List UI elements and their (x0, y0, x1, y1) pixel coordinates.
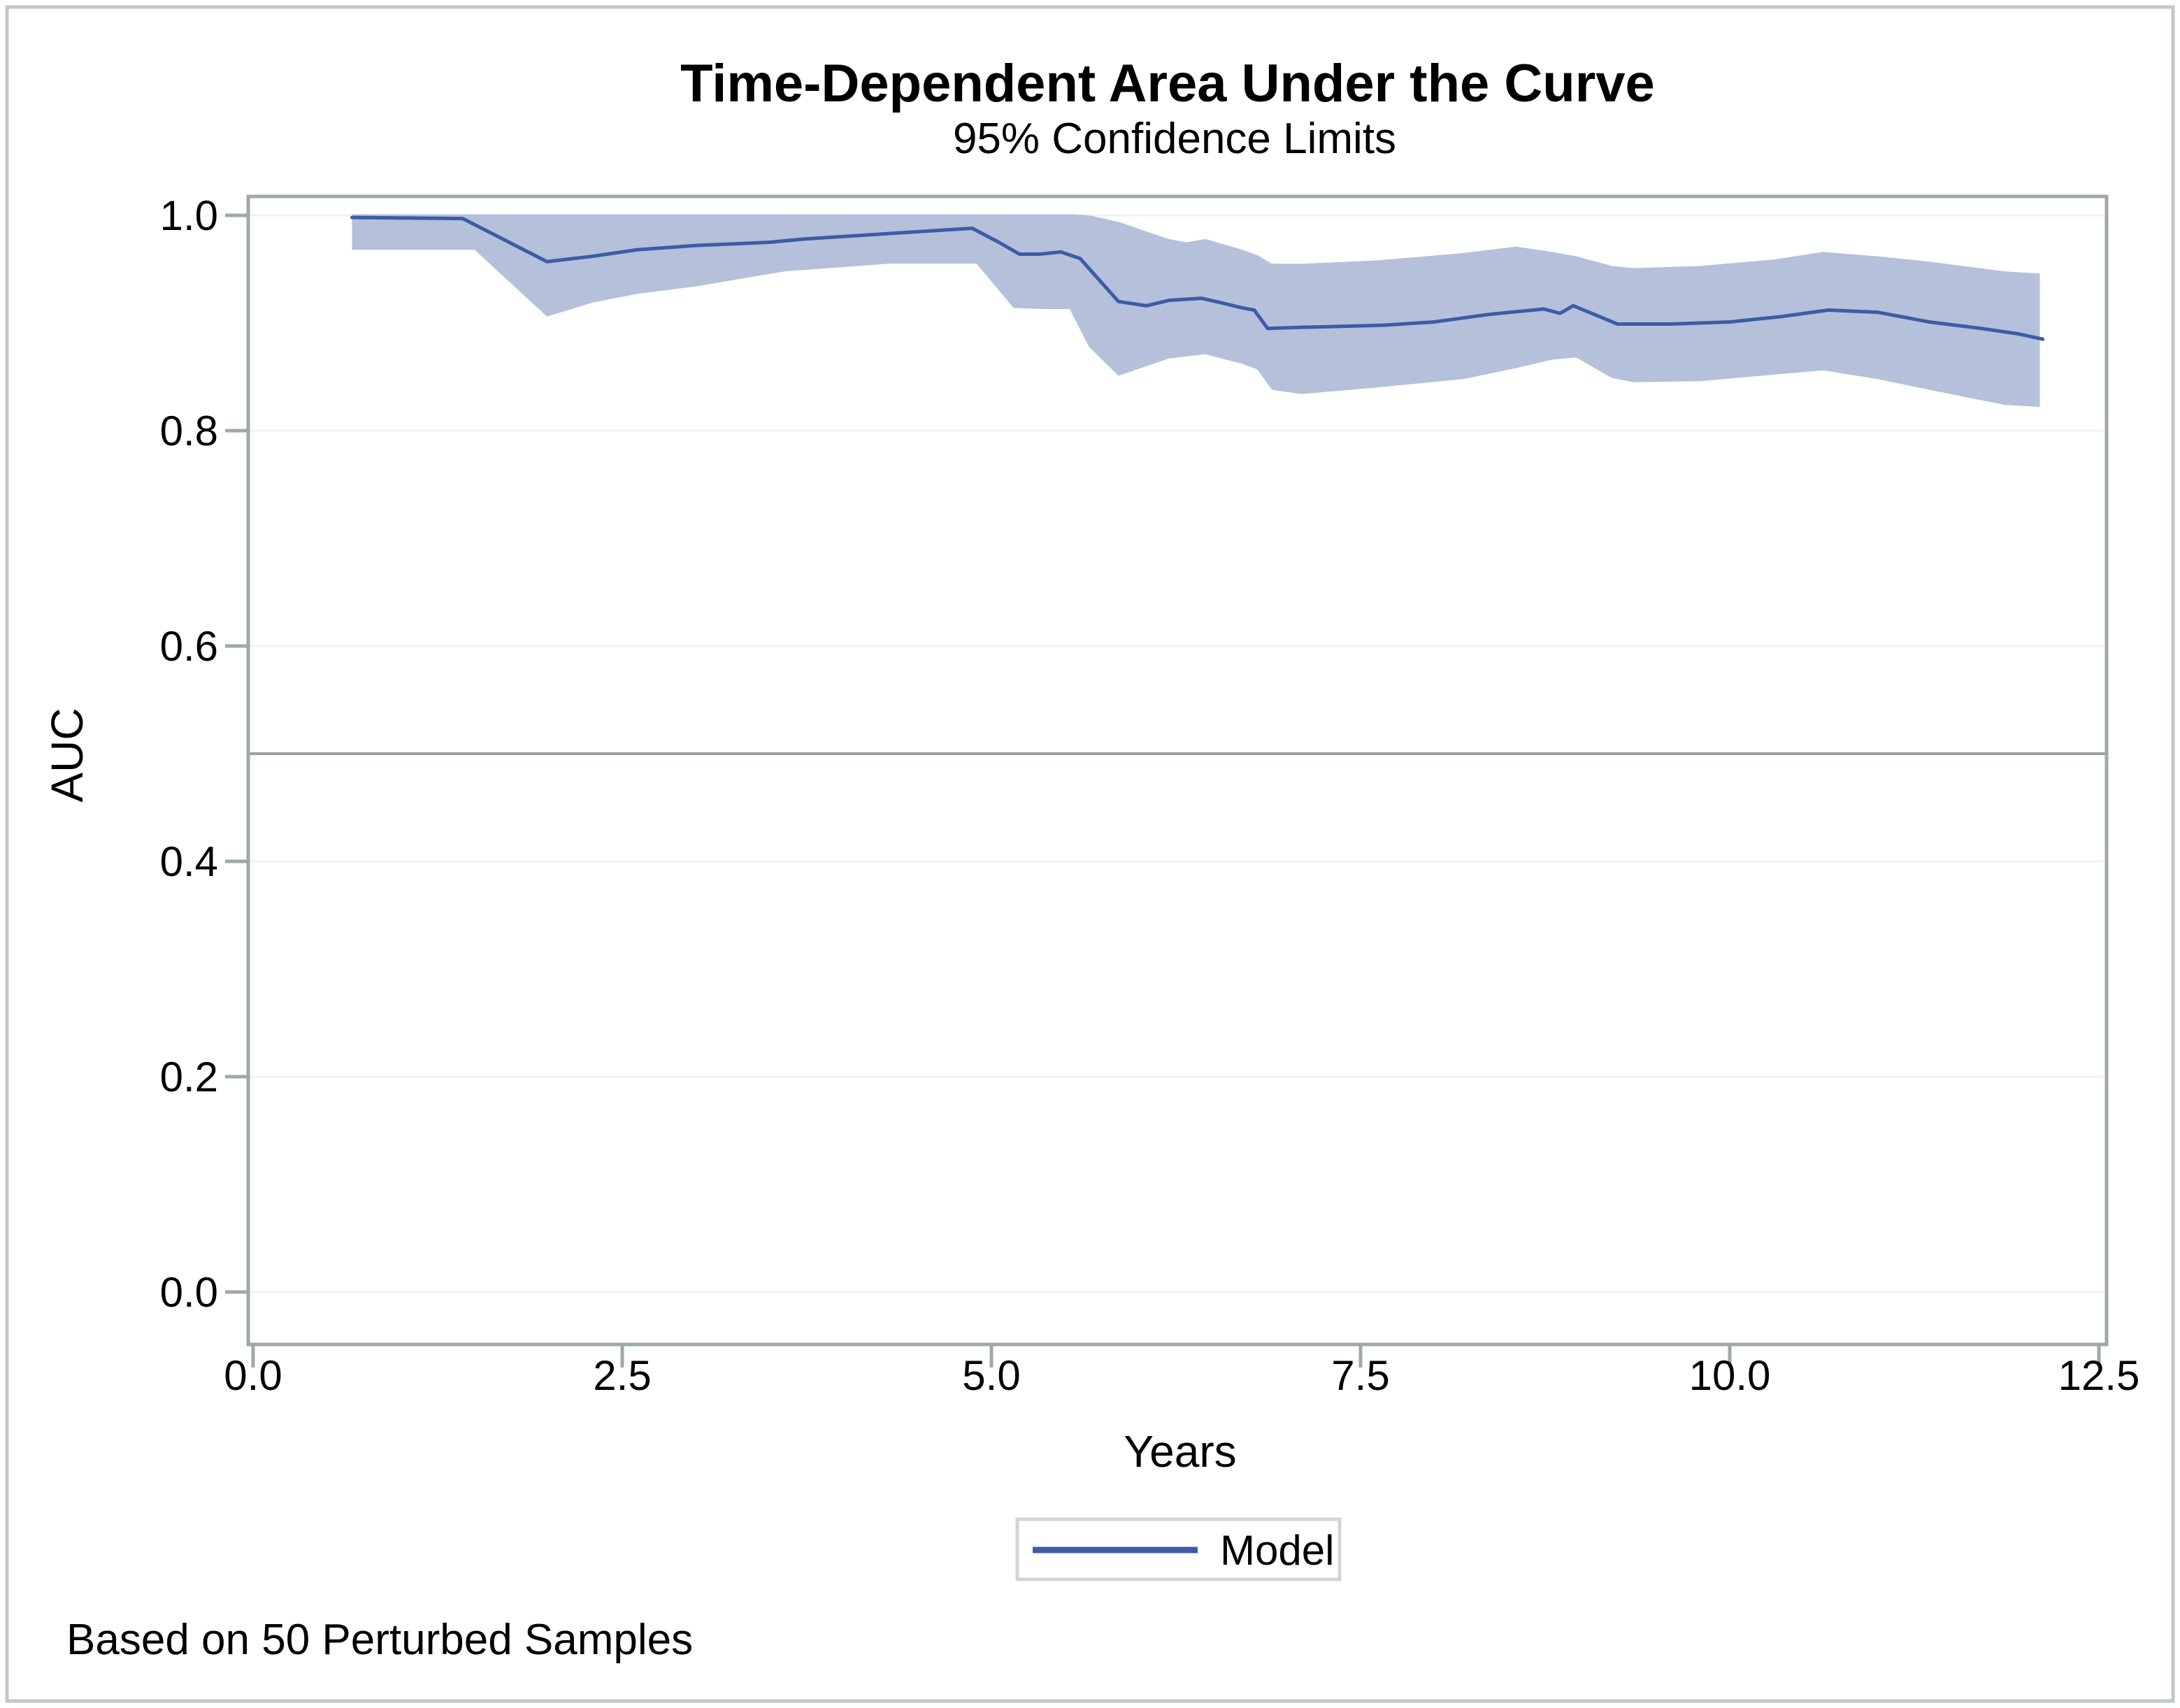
confidence-band (352, 214, 2040, 408)
y-tick-label-0.2: 0.2 (160, 1054, 218, 1100)
plot-frame (246, 194, 2109, 1347)
y-tick-label-0.0: 0.0 (160, 1269, 218, 1316)
legend-label: Model (1220, 1527, 1334, 1574)
x-tick-label-7.5: 7.5 (1331, 1352, 1389, 1399)
model-series-path (350, 215, 2045, 341)
y-tick-label-1.0: 1.0 (160, 192, 218, 239)
y-axis-label: AUC (42, 708, 92, 802)
model-line (350, 215, 2045, 341)
y-tick-label-0.6: 0.6 (160, 623, 218, 670)
chart-title: Time-Dependent Area Under the Curve (680, 54, 1655, 113)
y-tick-label-0.8: 0.8 (160, 408, 218, 454)
x-axis-label: Years (1124, 1426, 1236, 1477)
x-tick-label-0.0: 0.0 (224, 1352, 282, 1399)
y-axis-ticks: 0.0 0.2 0.4 0.6 0.8 1.0 (160, 192, 248, 1316)
x-axis-ticks: 0.0 2.5 5.0 7.5 10.0 12.5 (224, 1344, 2139, 1399)
y-tick-label-0.4: 0.4 (160, 838, 218, 885)
x-tick-label-5.0: 5.0 (962, 1352, 1020, 1399)
x-tick-label-2.5: 2.5 (593, 1352, 651, 1399)
figure-border (5, 5, 2175, 1703)
legend: Model (1015, 1517, 1342, 1581)
confidence-band-area (352, 214, 2040, 408)
footnote: Based on 50 Perturbed Samples (66, 1616, 693, 1664)
x-tick-label-10.0: 10.0 (1689, 1352, 1771, 1399)
chart-subtitle: 95% Confidence Limits (953, 115, 1396, 163)
x-tick-label-12.5: 12.5 (2058, 1352, 2140, 1399)
